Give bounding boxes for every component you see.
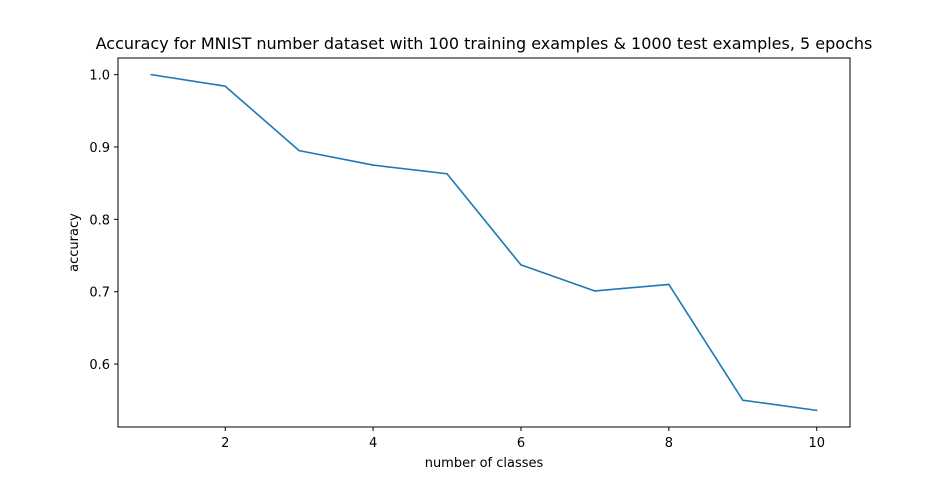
data-point bbox=[298, 149, 300, 152]
data-point bbox=[668, 283, 670, 286]
x-tick-label: 8 bbox=[665, 436, 673, 451]
chart-title: Accuracy for MNIST number dataset with 1… bbox=[96, 34, 873, 53]
x-tick-label: 6 bbox=[517, 436, 525, 451]
y-tick-label: 0.8 bbox=[89, 213, 110, 228]
data-point bbox=[520, 264, 522, 266]
axes-frame bbox=[117, 57, 851, 428]
data-point bbox=[815, 409, 818, 412]
x-tick-label: 2 bbox=[221, 436, 229, 451]
plot-area bbox=[150, 73, 818, 412]
series-line-1 bbox=[151, 73, 817, 412]
data-point bbox=[224, 85, 227, 88]
data-point bbox=[594, 290, 596, 292]
y-tick-label: 1.0 bbox=[89, 69, 110, 84]
data-point bbox=[741, 399, 744, 402]
x-axis-label: number of classes bbox=[425, 456, 544, 471]
y-tick-label: 0.7 bbox=[89, 286, 110, 301]
x-axis-ticks: 2 4 6 8 10 bbox=[221, 427, 825, 451]
y-tick-label: 0.9 bbox=[89, 141, 110, 156]
data-point bbox=[372, 164, 374, 166]
y-axis-ticks: 0.6 0.7 0.8 0.9 1.0 bbox=[89, 69, 118, 373]
data-point bbox=[446, 172, 448, 175]
y-tick-label: 0.6 bbox=[89, 358, 110, 373]
x-tick-label: 4 bbox=[369, 436, 377, 451]
x-tick-label: 10 bbox=[808, 436, 825, 451]
y-axis-label: accuracy bbox=[67, 213, 82, 272]
data-point bbox=[150, 73, 153, 76]
